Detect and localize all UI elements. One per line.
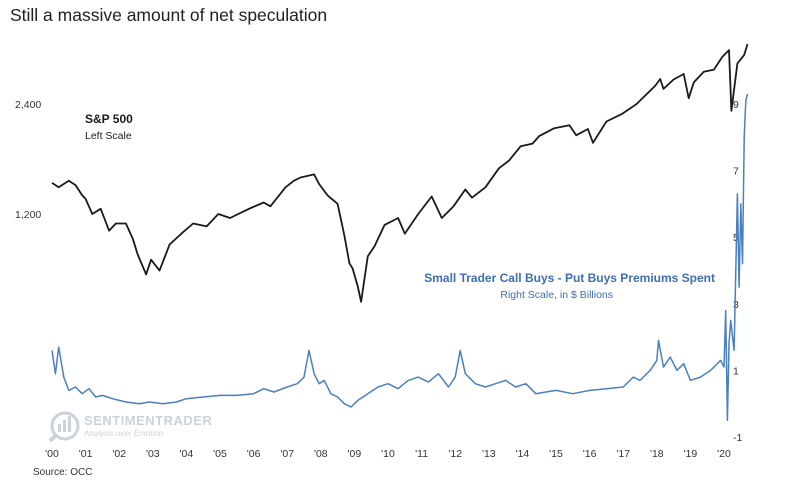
x-tick-label: '15 [549, 448, 563, 460]
left-tick-label: 1,200 [15, 209, 41, 221]
x-tick-label: '03 [146, 448, 160, 460]
x-tick-label: '17 [616, 448, 630, 460]
x-tick-label: '14 [516, 448, 530, 460]
sp500-annotation: S&P 500 Left Scale [85, 112, 133, 142]
x-tick-label: '13 [482, 448, 496, 460]
x-tick-label: '08 [314, 448, 328, 460]
x-tick-label: '11 [415, 448, 428, 460]
x-tick-label: '01 [79, 448, 93, 460]
x-axis: '00 '01 '02 '03 '04 '05 '06 '07 '08 '09 '10 '11 '12 '… [45, 448, 731, 460]
options-series-line [51, 93, 749, 422]
right-tick-label: 1 [733, 365, 739, 377]
x-tick-label: '16 [583, 448, 597, 460]
right-tick-label: -1 [733, 432, 742, 444]
logo-magnifier-icon [50, 411, 80, 441]
x-tick-label: '20 [717, 448, 731, 460]
logo-tagline: Analysis over Emotion [83, 429, 164, 438]
x-tick-label: '02 [112, 448, 126, 460]
right-tick-label: 9 [733, 99, 739, 111]
options-annotation-title: Small Trader Call Buys - Put Buys Premiu… [424, 271, 715, 285]
right-tick-label: 7 [733, 166, 739, 178]
logo-wordmark: SENTIMENTRADER [84, 413, 212, 428]
x-tick-label: '18 [650, 448, 664, 460]
sp500-annotation-subtitle: Left Scale [85, 130, 132, 142]
sp500-series-line [51, 43, 749, 303]
options-annotation-subtitle: Right Scale, in $ Billions [500, 289, 613, 301]
x-tick-label: '05 [213, 448, 227, 460]
x-tick-label: '12 [448, 448, 462, 460]
x-tick-label: '10 [381, 448, 395, 460]
x-tick-label: '07 [280, 448, 294, 460]
x-tick-label: '06 [247, 448, 261, 460]
right-tick-label: 3 [733, 299, 739, 311]
left-axis: 1,200 2,400 [15, 99, 41, 221]
chart-title: Still a massive amount of net speculatio… [10, 5, 328, 25]
x-tick-label: '09 [348, 448, 362, 460]
sp500-annotation-title: S&P 500 [85, 112, 133, 126]
x-tick-label: '04 [180, 448, 194, 460]
x-tick-label: '00 [45, 448, 59, 460]
options-annotation: Small Trader Call Buys - Put Buys Premiu… [424, 271, 715, 301]
sentimentrader-logo: SENTIMENTRADER Analysis over Emotion [48, 411, 212, 443]
x-tick-label: '19 [684, 448, 698, 460]
left-tick-label: 2,400 [15, 99, 41, 111]
source-note: Source: OCC [33, 467, 93, 478]
